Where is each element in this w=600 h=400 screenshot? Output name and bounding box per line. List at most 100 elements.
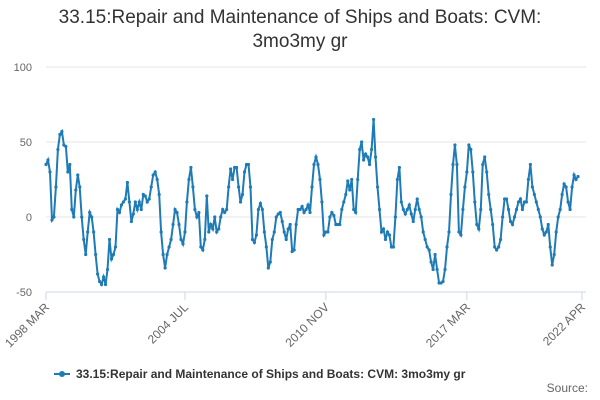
point	[217, 227, 221, 231]
point	[518, 197, 523, 201]
point	[540, 227, 544, 231]
point	[326, 230, 330, 234]
point	[574, 177, 578, 182]
point	[375, 185, 380, 189]
point	[514, 207, 519, 212]
point	[191, 185, 195, 189]
point	[473, 200, 477, 204]
point	[292, 248, 296, 252]
point	[528, 162, 532, 167]
point	[538, 215, 542, 219]
point	[479, 207, 483, 212]
point	[288, 222, 292, 227]
point	[532, 192, 536, 197]
point	[82, 237, 86, 242]
point	[455, 162, 459, 167]
point	[320, 200, 324, 204]
point	[260, 207, 264, 212]
point	[111, 252, 116, 257]
point	[463, 185, 467, 189]
point	[169, 237, 173, 242]
point	[107, 237, 112, 242]
point	[407, 203, 411, 207]
point	[544, 230, 548, 234]
point	[125, 180, 129, 185]
point	[151, 173, 155, 177]
point	[189, 165, 193, 170]
point	[524, 200, 529, 204]
point	[129, 219, 133, 224]
point	[252, 240, 257, 245]
point	[155, 177, 159, 182]
point	[179, 237, 183, 242]
point	[449, 192, 453, 197]
point	[280, 219, 284, 224]
point	[405, 207, 409, 212]
point	[497, 245, 501, 249]
point	[105, 267, 110, 272]
point	[161, 252, 165, 257]
point	[530, 185, 534, 189]
point	[274, 215, 278, 219]
point	[395, 177, 399, 182]
point	[99, 282, 104, 287]
point	[383, 237, 388, 242]
y-tick-label: -50	[16, 287, 32, 299]
point	[219, 215, 223, 219]
point	[554, 230, 558, 234]
point	[294, 222, 298, 227]
point	[421, 230, 425, 234]
point	[536, 207, 540, 212]
point	[362, 158, 366, 162]
point	[96, 272, 100, 276]
point	[495, 248, 499, 252]
point	[187, 177, 191, 182]
point	[197, 210, 201, 215]
point	[44, 162, 48, 167]
point	[447, 230, 451, 234]
point	[56, 147, 60, 152]
point	[520, 207, 525, 212]
chart-title: 33.15:Repair and Maintenance of Ships an…	[58, 7, 542, 52]
point	[78, 185, 82, 189]
point	[127, 200, 131, 204]
point	[240, 192, 245, 197]
point	[159, 230, 163, 234]
point	[175, 210, 179, 215]
point	[367, 162, 372, 167]
point	[66, 170, 70, 174]
point	[413, 207, 417, 212]
point	[489, 207, 493, 212]
point	[312, 162, 316, 167]
y-tick-label: 0	[26, 212, 32, 224]
point	[534, 200, 538, 204]
point	[88, 210, 92, 215]
point	[286, 227, 290, 231]
x-tick-label: 2010 NOV	[283, 300, 333, 350]
point	[314, 155, 318, 159]
point	[358, 147, 362, 152]
point	[123, 197, 128, 201]
point	[282, 230, 286, 234]
point	[342, 200, 346, 204]
point	[491, 222, 495, 227]
point	[48, 170, 52, 174]
point	[429, 260, 433, 264]
point	[236, 185, 241, 189]
point	[165, 252, 169, 257]
point	[427, 248, 431, 252]
point	[308, 210, 312, 215]
point	[550, 263, 554, 267]
point	[94, 252, 98, 257]
point	[199, 245, 203, 249]
point	[266, 266, 270, 270]
point	[207, 230, 211, 234]
point	[163, 266, 167, 270]
point	[254, 233, 259, 237]
point	[193, 207, 197, 212]
point	[493, 245, 497, 249]
point	[330, 210, 334, 215]
legend-label: 33.15:Repair and Maintenance of Ships an…	[76, 367, 466, 381]
point	[552, 252, 556, 257]
point	[510, 222, 515, 227]
